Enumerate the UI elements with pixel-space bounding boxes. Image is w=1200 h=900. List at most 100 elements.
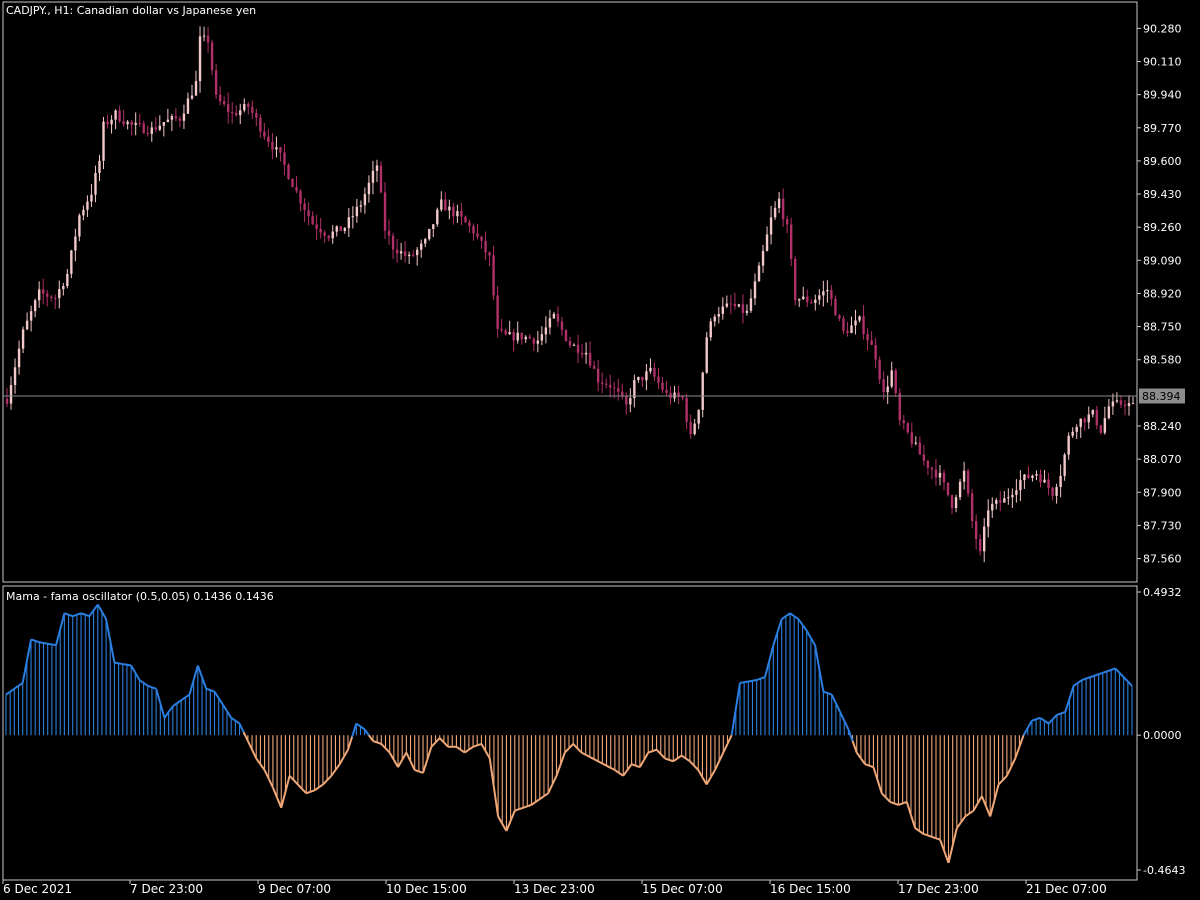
candle (323, 230, 326, 243)
candle (407, 251, 411, 265)
osc-line-segment (964, 812, 970, 818)
candle (661, 376, 664, 393)
time-tick-label: 9 Dec 07:00 (258, 882, 331, 896)
osc-line-segment (47, 642, 53, 646)
osc-line-segment (726, 734, 733, 745)
osc-line-segment (547, 784, 554, 794)
osc-line-segment (830, 694, 837, 704)
candle (946, 482, 950, 497)
osc-line-segment (426, 746, 433, 761)
candle (351, 206, 355, 229)
osc-line-segment (351, 723, 358, 737)
candle (705, 331, 708, 374)
candle (653, 362, 656, 382)
candle (617, 378, 620, 401)
time-tick-label: 15 Dec 07:00 (642, 882, 723, 896)
osc-line-segment (25, 639, 33, 662)
candle (319, 218, 322, 239)
osc-line-segment (388, 752, 395, 761)
candle (371, 160, 375, 195)
osc-line-segment (13, 685, 20, 690)
osc-line-segment (1127, 680, 1133, 687)
candle (279, 146, 282, 162)
osc-line-segment (484, 750, 491, 759)
candle (1099, 424, 1103, 435)
candle (1111, 393, 1115, 415)
candle (299, 188, 302, 212)
candle (194, 70, 198, 96)
osc-line-segment (284, 775, 291, 793)
osc-line-segment (476, 742, 482, 747)
osc-line-segment (681, 754, 687, 760)
osc-line-segment (172, 702, 178, 707)
candle (810, 298, 813, 304)
osc-line-segment (334, 763, 341, 771)
osc-line-segment (109, 640, 116, 663)
candle (496, 286, 499, 338)
candle (649, 358, 652, 374)
osc-line-segment (643, 752, 650, 761)
candle (540, 326, 544, 346)
osc-line-segment (196, 665, 203, 678)
candle (29, 305, 33, 332)
candle (858, 315, 861, 323)
candle (914, 436, 918, 446)
osc-line-segment (1073, 682, 1079, 687)
candle (231, 101, 234, 124)
osc-line-segment (559, 752, 566, 765)
candle (1119, 395, 1123, 408)
candle (202, 26, 206, 42)
osc-line-segment (1118, 672, 1125, 678)
time-tick-label: 17 Dec 23:00 (898, 882, 979, 896)
osc-line-segment (205, 687, 211, 692)
osc-line-segment (685, 757, 691, 763)
candle (33, 298, 37, 318)
osc-line-segment (1060, 711, 1066, 715)
osc-line-segment (434, 737, 441, 744)
candle (737, 303, 741, 308)
candle (516, 321, 519, 344)
candle (693, 418, 696, 436)
osc-line-segment (1052, 714, 1058, 720)
osc-line-segment (401, 752, 408, 761)
price-tick-label: 89.090 (1143, 254, 1182, 267)
osc-line-segment (192, 665, 199, 681)
osc-line-segment (184, 693, 191, 699)
candle (741, 294, 745, 324)
candle (987, 499, 990, 538)
candle (391, 232, 395, 259)
candle (1115, 392, 1119, 404)
candle (592, 360, 596, 370)
osc-line-segment (689, 760, 695, 767)
osc-line-segment (230, 716, 236, 722)
osc-line-segment (338, 756, 345, 765)
candle (1127, 395, 1131, 416)
osc-line-segment (1085, 676, 1091, 680)
indicator-title: Mama - fama oscillator (0.5,0.05) 0.1436… (6, 590, 274, 603)
candle (444, 192, 447, 211)
candle (432, 224, 435, 238)
candle (226, 92, 230, 124)
candle (572, 343, 576, 347)
osc-line-segment (242, 731, 249, 742)
osc-line-segment (288, 775, 295, 781)
osc-line-segment (96, 604, 103, 613)
osc-line-segment (923, 832, 928, 837)
osc-line-segment (572, 743, 579, 749)
osc-line-segment (760, 676, 766, 680)
candle (1023, 473, 1026, 489)
osc-line-segment (1068, 685, 1075, 700)
osc-line-segment (818, 668, 825, 692)
price-tick-label: 88.070 (1143, 453, 1182, 466)
osc-line-segment (693, 764, 700, 771)
osc-line-segment (392, 759, 399, 768)
osc-line-segment (1043, 719, 1050, 725)
candle (576, 334, 580, 364)
candle (697, 409, 700, 430)
osc-line-segment (217, 697, 224, 706)
osc-line-segment (155, 688, 162, 704)
osc-line-segment (781, 615, 787, 620)
osc-line-segment (301, 788, 307, 794)
osc-line-segment (267, 778, 274, 788)
